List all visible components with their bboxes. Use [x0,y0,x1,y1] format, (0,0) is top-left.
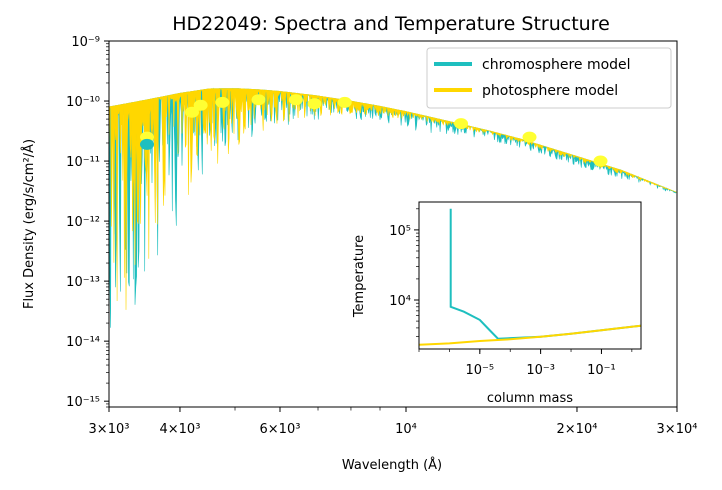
inset-y-tick-label: 10⁴ [389,294,411,309]
main-x-axis: 3×10³ 4×10³ 6×10³ 10⁴ 2×10⁴ 3×10⁴ [89,407,698,437]
main-plot: 3×10³ 4×10³ 6×10³ 10⁴ 2×10⁴ 3×10⁴ 10⁻¹⁵10⁻¹⁴1… [21,35,697,473]
spectral-point [251,94,266,106]
inset-x-tick-label: 10⁻¹ [587,363,616,378]
legend-label-photosphere: photosphere model [482,83,618,99]
main-y-tick-label: 10⁻¹³ [66,275,100,290]
spectral-point [337,96,352,108]
spectral-point [140,138,155,150]
inset-x-tick-label: 10⁻³ [526,363,555,378]
main-x-tick-label: 4×10³ [160,422,201,437]
spectral-points [140,94,608,167]
main-x-axis-label: Wavelength (Å) [342,457,442,473]
legend-label-chromosphere: chromosphere model [482,57,631,73]
inset-plot: 10⁻⁵ 10⁻³ 10⁻¹ 10⁴ 10⁵ column mass Temperat… [352,201,642,406]
main-y-tick-label: 10⁻¹² [66,215,100,230]
main-x-tick-label: 2×10⁴ [557,422,598,437]
spectral-point [215,96,230,108]
main-x-tick-label: 6×10³ [260,422,301,437]
inset-x-axis-label: column mass [487,391,573,406]
inset-plot-frame [418,201,642,350]
inset-temperature-lines [418,208,642,346]
main-x-tick-label: 3×10⁴ [657,422,698,437]
main-y-tick-label: 10⁻¹¹ [66,155,100,170]
main-y-tick-label: 10⁻¹⁰ [66,95,100,110]
spectral-point [522,131,537,143]
inset-y-tick-label: 10⁵ [389,224,411,239]
spectral-point [193,99,208,111]
inset-x-axis: 10⁻⁵ 10⁻³ 10⁻¹ [418,349,633,378]
legend-box [426,47,672,109]
spectral-point [454,118,469,130]
main-x-tick-label: 3×10³ [89,422,130,437]
main-y-tick-label: 10⁻⁹ [71,35,100,50]
inset-y-axis: 10⁴ 10⁵ [389,208,419,338]
spectral-point [185,106,200,118]
legend: chromosphere model photosphere model [426,47,672,109]
spectral-point [593,155,608,167]
spectral-point [307,98,322,110]
spectral-point [288,94,303,106]
main-x-tick-label: 10⁴ [395,422,417,437]
main-y-axis-label: Flux Density (erg/s/cm²/Å) [21,139,37,309]
inset-background [419,202,641,349]
main-y-tick-label: 10⁻¹⁵ [66,395,100,410]
main-y-tick-label: 10⁻¹⁴ [66,335,100,350]
main-y-axis: 10⁻¹⁵ 10⁻¹⁴ 10⁻¹³ 10⁻¹² 10⁻¹¹ 10⁻¹⁰ 10⁻⁹ [66,35,109,410]
chart-title: HD22049: Spectra and Temperature Structu… [172,13,610,35]
inset-x-tick-label: 10⁻⁵ [466,363,495,378]
inset-line-photosphere [418,324,642,346]
inset-y-axis-label: Temperature [352,235,367,318]
